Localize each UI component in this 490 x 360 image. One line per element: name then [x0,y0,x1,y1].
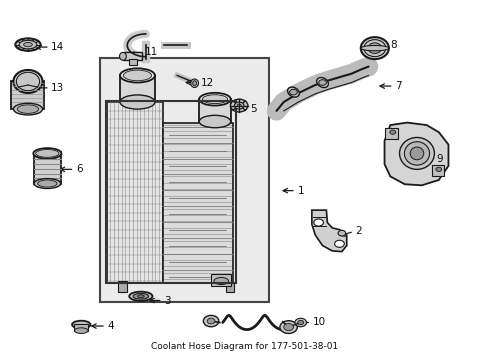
Ellipse shape [15,39,41,51]
Ellipse shape [288,87,299,97]
Ellipse shape [361,45,389,51]
Ellipse shape [399,138,435,169]
Bar [34,152,61,184]
Polygon shape [312,210,347,252]
Text: 14: 14 [51,42,65,52]
Ellipse shape [13,103,43,115]
Ellipse shape [72,321,91,329]
Bar [74,324,88,330]
Bar [107,102,163,283]
Bar [106,101,236,283]
Text: 7: 7 [395,81,402,91]
Circle shape [234,102,244,109]
Text: 4: 4 [107,321,114,331]
Circle shape [314,219,323,226]
Bar [199,99,231,122]
Bar [129,59,138,65]
Bar [99,58,269,302]
Ellipse shape [74,328,88,333]
Circle shape [237,104,241,107]
Circle shape [338,230,346,236]
Bar [120,76,155,102]
Text: 2: 2 [355,226,362,237]
Ellipse shape [193,81,196,86]
Text: 11: 11 [145,47,158,57]
Circle shape [390,130,395,134]
Ellipse shape [129,292,152,301]
Bar [11,81,45,109]
Bar [123,53,142,60]
Ellipse shape [410,147,424,160]
Ellipse shape [16,72,40,91]
Text: 3: 3 [164,296,171,306]
Ellipse shape [368,43,382,54]
Ellipse shape [317,77,328,87]
Text: 8: 8 [391,40,397,50]
Text: 13: 13 [51,83,65,93]
Ellipse shape [214,278,228,284]
Circle shape [436,167,441,171]
Circle shape [335,240,344,247]
Ellipse shape [202,95,227,104]
Text: Coolant Hose Diagram for 177-501-38-01: Coolant Hose Diagram for 177-501-38-01 [151,342,339,351]
Ellipse shape [120,53,126,60]
Polygon shape [385,123,448,185]
Ellipse shape [120,95,155,109]
Bar [118,281,127,292]
Ellipse shape [13,70,43,93]
Text: 6: 6 [76,165,82,174]
Circle shape [284,324,294,330]
Ellipse shape [123,70,151,81]
Text: 12: 12 [200,77,214,87]
Bar [225,283,234,292]
Text: 9: 9 [437,154,443,164]
Circle shape [295,318,307,327]
Bar [211,274,231,286]
Ellipse shape [19,40,37,49]
Ellipse shape [364,40,386,57]
Circle shape [290,89,297,95]
Ellipse shape [404,142,430,165]
Ellipse shape [138,295,144,298]
Ellipse shape [36,149,59,157]
Text: 1: 1 [297,186,304,195]
Circle shape [318,80,326,85]
Circle shape [203,315,219,327]
Ellipse shape [361,37,389,59]
Circle shape [298,320,304,325]
Text: 10: 10 [313,318,326,328]
Circle shape [207,318,215,324]
Ellipse shape [17,105,39,113]
Ellipse shape [199,93,231,105]
Circle shape [280,321,297,333]
Ellipse shape [38,180,57,187]
Text: 5: 5 [250,104,257,114]
Circle shape [230,99,248,112]
Bar [163,123,233,283]
Bar [386,128,397,139]
Ellipse shape [191,79,198,87]
Ellipse shape [24,42,32,47]
Ellipse shape [199,115,231,128]
Ellipse shape [133,293,148,299]
Ellipse shape [34,179,61,189]
Ellipse shape [120,68,155,82]
Ellipse shape [33,148,61,159]
Bar [432,165,443,176]
